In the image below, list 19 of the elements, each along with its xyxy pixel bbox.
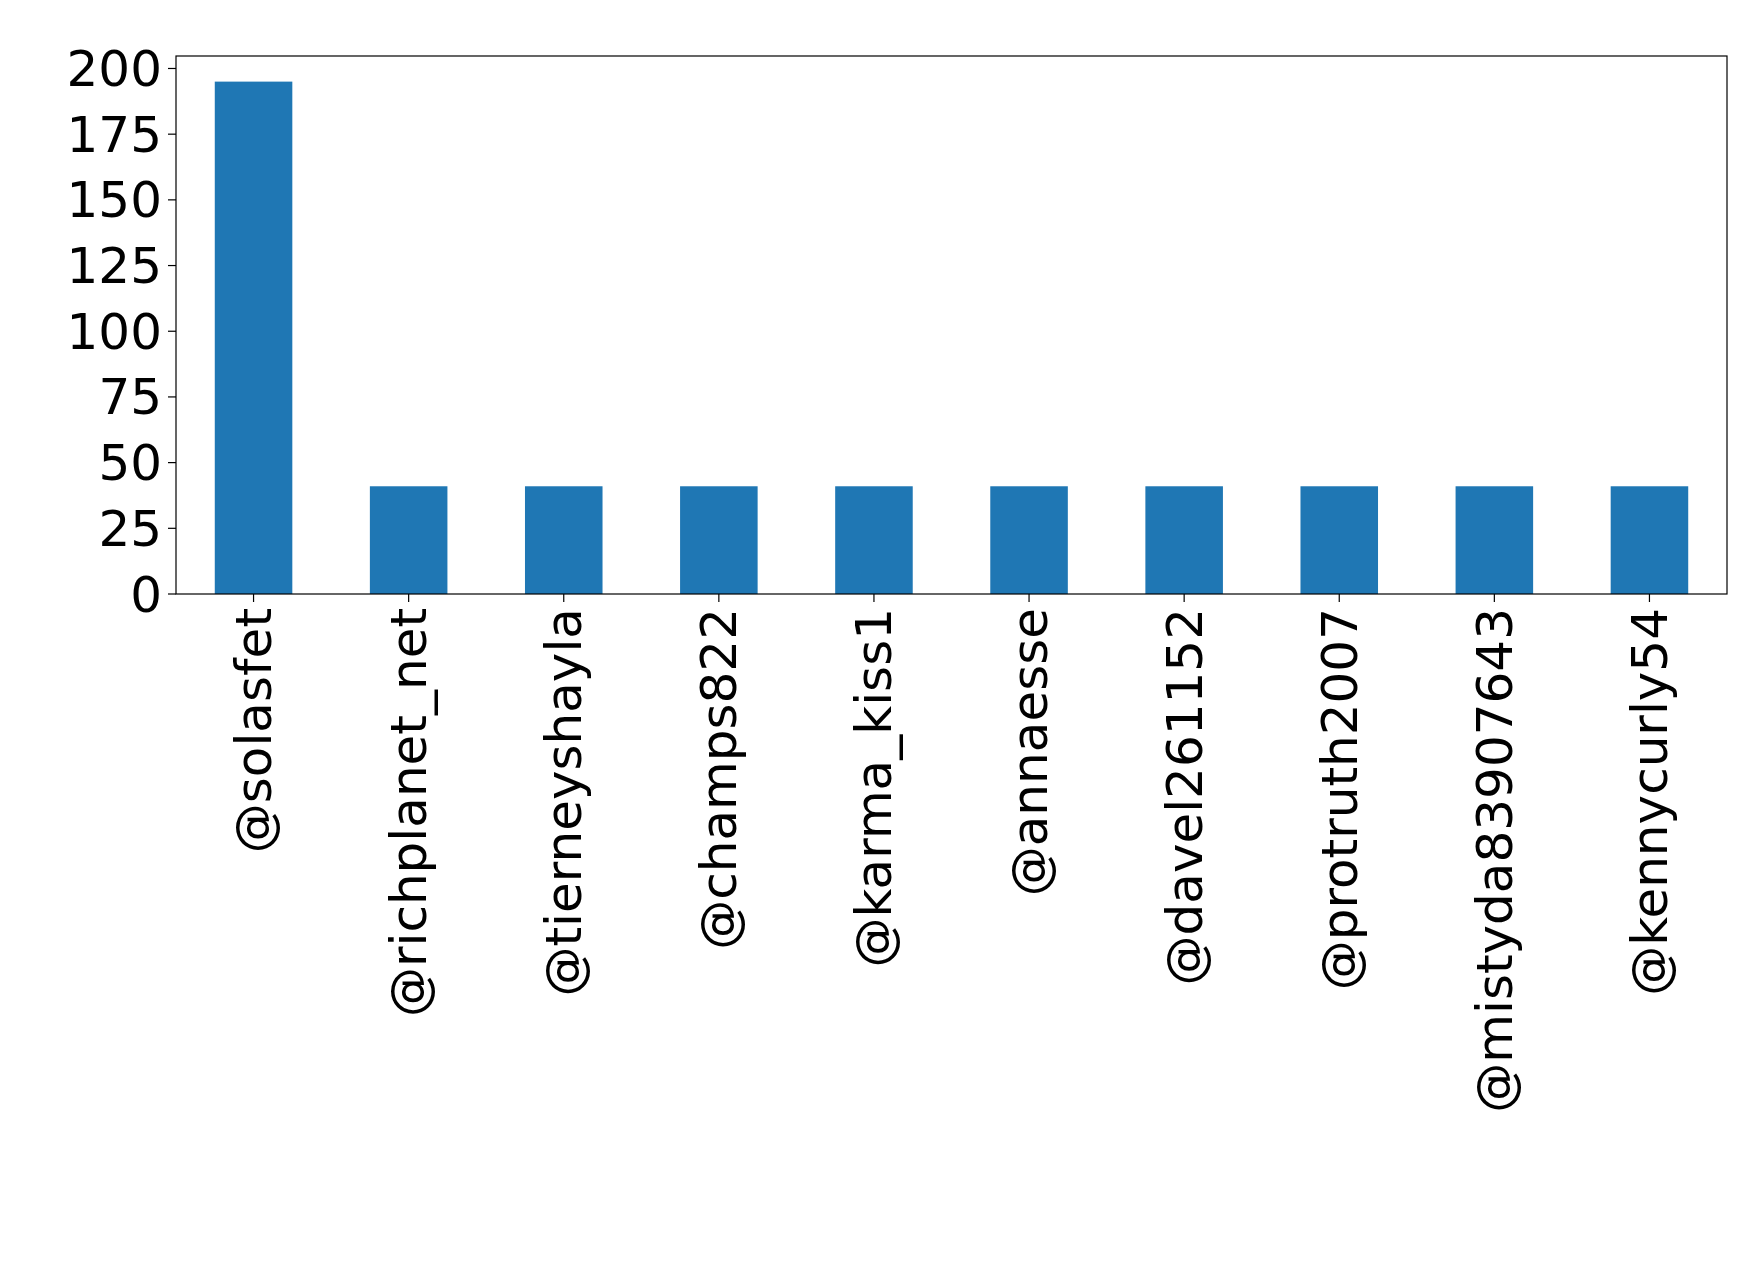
x-tick-label: @davel261152 bbox=[1155, 608, 1214, 986]
x-tick-label: @kennycurly54 bbox=[1620, 608, 1679, 996]
y-tick-label: 125 bbox=[66, 237, 162, 296]
y-tick-label: 175 bbox=[66, 105, 162, 164]
y-tick-label: 0 bbox=[130, 565, 162, 624]
x-tick-label: @richplanet_net bbox=[380, 608, 439, 1018]
x-tick-label: @champs822 bbox=[690, 608, 749, 950]
y-tick-label: 50 bbox=[98, 434, 162, 493]
x-tick-label: @annaesse bbox=[1000, 608, 1059, 897]
y-tick-label: 100 bbox=[66, 302, 162, 361]
y-tick-label: 25 bbox=[98, 499, 162, 558]
x-tick-label: @protruth2007 bbox=[1310, 608, 1369, 991]
y-tick-label: 75 bbox=[98, 368, 162, 427]
x-tick-label: @solasfet bbox=[225, 608, 284, 854]
x-tick-label: @tierneyshayla bbox=[535, 608, 594, 997]
x-tick-label: @karma_kiss1 bbox=[845, 608, 904, 968]
y-tick-label: 150 bbox=[66, 171, 162, 230]
x-tick-label: @mistyda83907643 bbox=[1465, 608, 1524, 1113]
y-tick-label: 200 bbox=[66, 39, 162, 98]
